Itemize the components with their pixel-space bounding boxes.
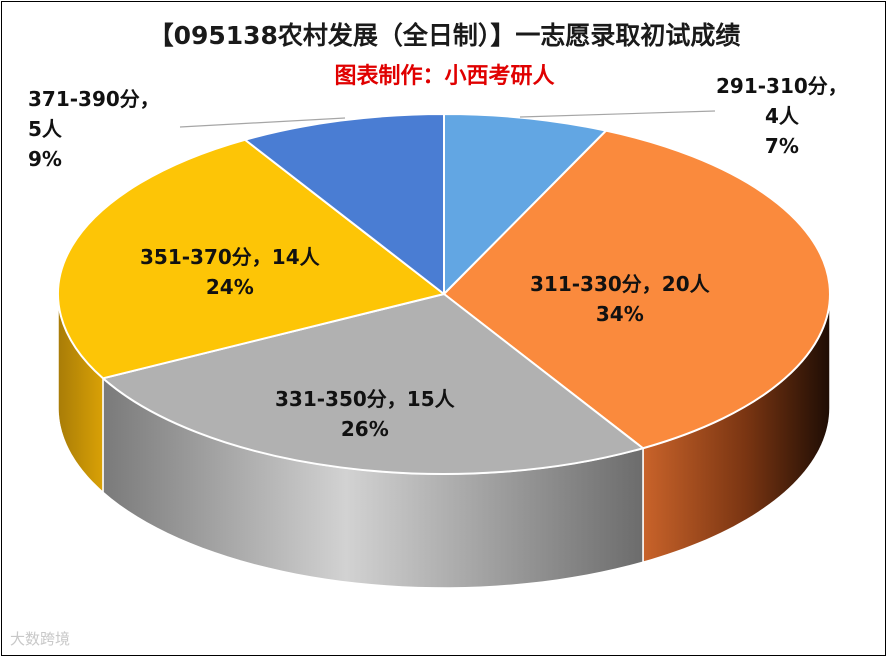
pie-slice-311-330分: [443, 129, 831, 450]
leader-line-371-390: [179, 117, 346, 128]
data-label-331-350: 331-350分，15人 26%: [275, 387, 455, 441]
pie-slice-291-310分: [443, 113, 608, 295]
pie-slice-351-370分: [57, 138, 445, 380]
pie-slice-371-390分: [244, 113, 445, 295]
watermark: 大数跨境: [10, 630, 71, 648]
leader-line-291-310: [519, 110, 716, 118]
pie-slice-331-350分: [101, 293, 644, 475]
data-label-351-370: 351-370分，14人 24%: [140, 245, 320, 299]
chart-title: 【095138农村发展（全日制）】一志愿录取初试成绩: [148, 21, 741, 50]
data-label-291-310: 291-310分， 4人 7%: [716, 74, 848, 158]
chart-subtitle: 图表制作：小西考研人: [334, 64, 555, 89]
pie-top-faces: [57, 113, 831, 475]
data-label-371-390: 371-390分， 5人 9%: [28, 87, 160, 171]
data-label-311-330: 311-330分，20人 34%: [530, 272, 710, 326]
